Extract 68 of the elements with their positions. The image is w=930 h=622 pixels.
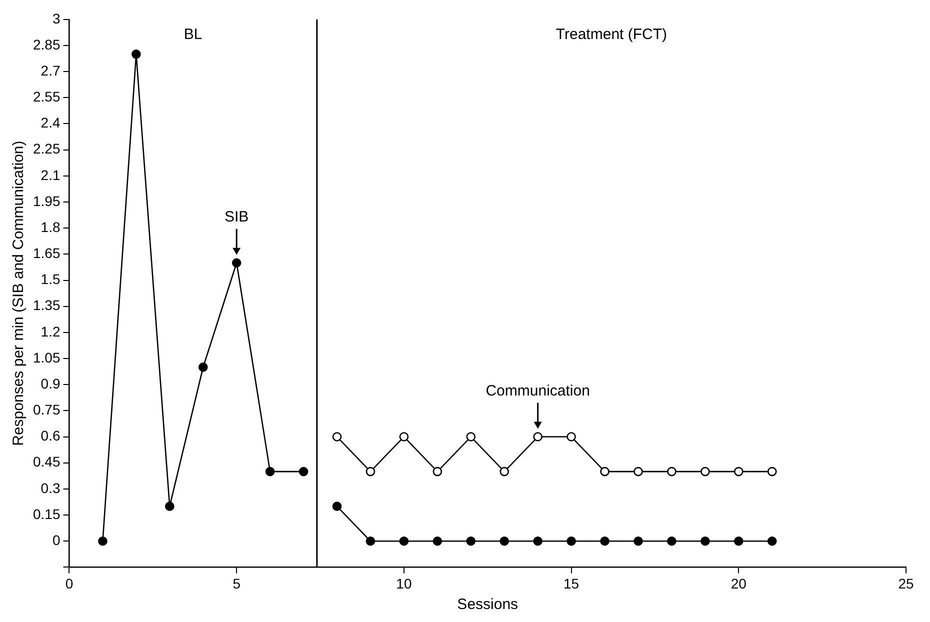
y-tick-label: 2.25 xyxy=(33,140,60,157)
point xyxy=(767,466,777,476)
y-axis-title: Responses per min (SIB and Communication) xyxy=(10,140,28,446)
y-tick-label: 0.15 xyxy=(33,506,60,522)
x-axis-title: Sessions xyxy=(457,596,518,614)
point xyxy=(432,536,442,546)
x-tick-label: 25 xyxy=(898,575,914,592)
point xyxy=(533,536,542,546)
point xyxy=(165,502,174,511)
y-tick-label: 0.3 xyxy=(40,480,60,496)
point xyxy=(332,502,342,511)
y-tick-label: 2.1 xyxy=(40,166,60,183)
y-tick-label: 3 xyxy=(52,10,60,26)
y-tick-label: 0 xyxy=(52,532,60,548)
point xyxy=(198,362,208,372)
point xyxy=(734,536,744,546)
point xyxy=(265,466,275,476)
y-tick-label: 1.05 xyxy=(33,349,60,366)
point xyxy=(767,536,777,546)
point xyxy=(667,536,676,546)
point xyxy=(366,536,376,546)
point xyxy=(232,258,242,268)
y-tick-label: 1.95 xyxy=(33,192,60,209)
y-tick-label: 0.45 xyxy=(33,454,60,470)
x-tick-label: 10 xyxy=(396,575,412,592)
point xyxy=(667,466,676,476)
point xyxy=(500,536,510,546)
y-tick-label: 2.55 xyxy=(33,88,60,105)
point xyxy=(366,466,376,476)
y-tick-label: 2.85 xyxy=(33,36,60,52)
point xyxy=(566,536,576,546)
point xyxy=(500,466,510,476)
text: SIB xyxy=(224,208,249,226)
y-tick-label: 2.4 xyxy=(40,114,60,131)
point xyxy=(700,466,710,476)
point xyxy=(332,432,342,442)
point xyxy=(298,466,308,476)
point xyxy=(600,466,610,476)
point xyxy=(634,536,643,546)
annotation: Treatment (FCT) xyxy=(556,26,668,44)
point xyxy=(700,536,710,546)
y-tick-label: 0.75 xyxy=(33,402,60,418)
x-tick-label: 15 xyxy=(564,575,580,592)
y-tick-label: 0.9 xyxy=(40,375,60,392)
point xyxy=(600,536,610,546)
text: Communication xyxy=(486,382,590,400)
y-tick-label: 0.6 xyxy=(40,428,60,444)
y-tick-label: 1.8 xyxy=(40,218,60,235)
x-tick-label: 20 xyxy=(730,575,747,592)
point xyxy=(432,466,442,476)
x-tick-label: 5 xyxy=(232,575,241,592)
point xyxy=(98,536,108,546)
y-tick-label: 1.5 xyxy=(40,271,60,288)
y-tick-label: 2.7 xyxy=(40,62,60,78)
point xyxy=(132,50,141,59)
point xyxy=(399,432,409,442)
y-tick-label: 1.2 xyxy=(40,323,60,340)
point xyxy=(634,466,643,476)
point xyxy=(399,536,409,546)
y-tick-label: 1.35 xyxy=(33,297,60,314)
point xyxy=(566,432,576,442)
point xyxy=(466,536,476,546)
annotation: BL xyxy=(184,26,202,44)
point xyxy=(533,432,542,442)
point xyxy=(466,432,476,442)
y-tick-label: 1.65 xyxy=(33,245,60,262)
x-tick-label: 0 xyxy=(65,575,74,592)
point xyxy=(734,466,744,476)
